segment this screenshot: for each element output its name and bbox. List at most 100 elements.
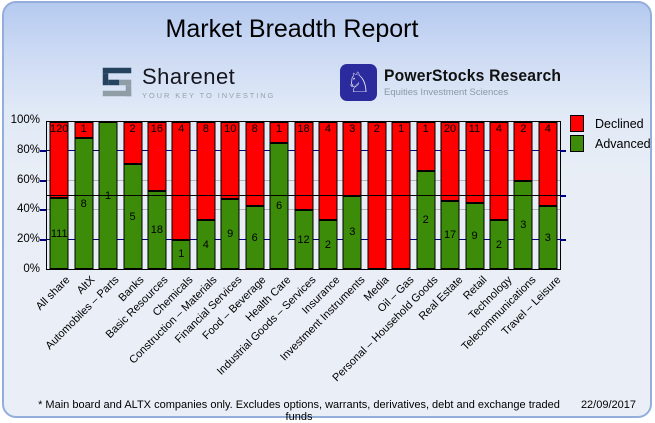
advanced-count-label: 111 [50,227,68,240]
advanced-segment [342,195,362,269]
declined-count-label: 1 [80,123,87,135]
advanced-count-label: 6 [276,200,283,212]
declined-count-label: 4 [544,123,551,135]
advanced-segment [416,171,436,269]
advanced-segment [294,210,313,269]
powerstocks-logo: ♘ PowerStocks Research Equities Investme… [340,64,571,101]
advanced-segment [196,220,216,269]
declined-count-label: 10 [224,123,237,135]
sharenet-icon [102,67,132,97]
declined-count-label: 4 [324,123,331,135]
advanced-segment [513,180,533,269]
advanced-count-label: 3 [520,218,527,231]
bar-3: 1 [98,122,118,269]
declined-segment [391,122,411,269]
sharenet-tagline: YOUR KEY TO INVESTING [142,91,276,100]
advanced-count-label: 8 [80,197,87,210]
advanced-count-label: 12 [297,233,310,246]
declined-segment [440,122,460,202]
legend-swatch [570,135,584,152]
declined-segment [318,122,338,220]
declined-segment [416,122,436,171]
y-axis-tick [40,149,46,152]
advanced-segment [220,199,240,269]
advanced-segment [465,202,484,269]
advanced-count-label: 5 [129,210,136,223]
bar-17: 20 17 [440,122,460,269]
advanced-count-label: 4 [202,238,209,251]
declined-count-label: 8 [251,123,258,135]
legend-item-advanced: Advanced [570,135,651,152]
bar-11: 18 12 [294,122,313,269]
plot-area: 120 111 1 8 1 2 5 16 18 4 1 8 4 10 9 8 6 1 6 18 12 4 2 3 3 2 1 1 2 20… [46,121,561,270]
advanced-segment [74,138,94,269]
advanced-count-label: 9 [471,229,478,242]
declined-segment [465,122,484,203]
declined-count-label: 2 [373,123,380,135]
declined-segment [74,122,94,139]
y-axis-label: 100% [10,114,40,126]
declined-count-label: 1 [276,123,283,135]
advanced-segment [49,198,69,269]
legend-swatch [570,115,584,132]
advanced-count-label: 18 [150,224,164,237]
powerstocks-name: PowerStocks Research [384,67,562,85]
advanced-segment [269,143,289,269]
advanced-segment [318,220,338,269]
y-axis-label: 40% [16,203,40,216]
bar-1: 120 111 [49,122,69,269]
powerstocks-tagline: Equities Investment Sciences [384,87,509,98]
declined-segment [513,122,533,181]
legend-item-declined: Declined [570,115,651,132]
declined-segment [269,122,289,143]
bar-18: 11 9 [465,122,484,269]
bar-14: 2 [367,122,387,269]
declined-segment [171,122,191,240]
advanced-segment [123,164,142,269]
declined-segment [294,122,313,211]
advanced-count-label: 3 [349,226,356,239]
page-title: Market Breadth Report [165,15,419,43]
declined-count-label: 18 [297,123,310,135]
advanced-count-label: 1 [105,189,112,202]
declined-segment [147,122,167,192]
y-axis-tick [40,179,46,182]
y-axis-label: 20% [16,233,40,246]
declined-segment [538,122,558,206]
advanced-segment [538,206,558,269]
y-axis-label: 60% [16,173,40,186]
y-axis-tick-right [560,149,566,152]
declined-count-label: 20 [443,123,457,135]
declined-segment [489,122,509,220]
advanced-count-label: 3 [544,231,551,244]
declined-segment [49,122,69,199]
y-axis-tick [40,209,46,212]
declined-segment [220,122,240,200]
advanced-count-label: 2 [324,238,331,251]
fifty-percent-line [47,194,560,196]
x-axis-label: All share [33,274,73,313]
chess-knight-icon: ♘ [340,64,377,101]
advanced-segment [245,206,265,269]
sharenet-name: Sharenet [142,64,236,89]
declined-count-label: 11 [468,123,481,135]
declined-count-label: 1 [422,123,429,135]
y-axis-tick-right [560,194,566,197]
declined-count-label: 120 [50,123,69,135]
bar-5: 16 18 [147,122,167,269]
y-axis-label: 0% [23,263,40,275]
declined-count-label: 2 [129,123,136,135]
footnote: * Main board and ALTX companies only. Ex… [38,399,560,423]
